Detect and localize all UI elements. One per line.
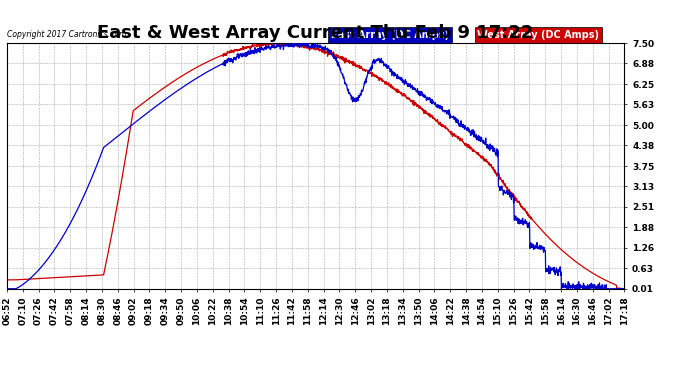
Text: East Array (DC Amps): East Array (DC Amps) bbox=[331, 30, 449, 40]
Text: Copyright 2017 Cartronics.com: Copyright 2017 Cartronics.com bbox=[7, 30, 126, 39]
Title: East & West Array Current Thu Feb 9 17:22: East & West Array Current Thu Feb 9 17:2… bbox=[97, 24, 534, 42]
Text: West Array (DC Amps): West Array (DC Amps) bbox=[477, 30, 600, 40]
